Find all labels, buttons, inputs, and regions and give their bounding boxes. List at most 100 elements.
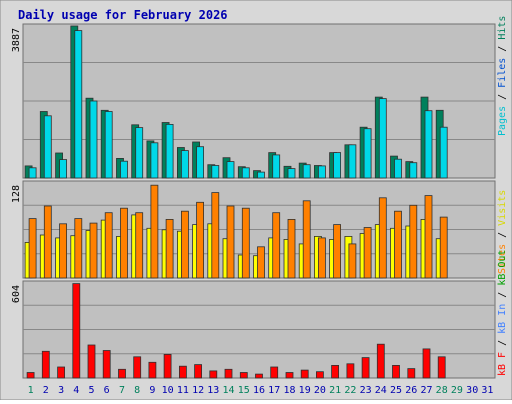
bar-hits-day-26 [409, 162, 418, 179]
bar-hits-day-3 [59, 159, 67, 179]
bar-kbytes-day-14 [224, 368, 233, 379]
bar-kbytes-day-25 [392, 364, 400, 379]
bar-hits-day-28 [439, 126, 448, 179]
bar-sites-day-23 [363, 227, 372, 279]
panel-2: 128 Sites / Visits [11, 180, 508, 279]
bar-sites-day-24 [378, 197, 387, 279]
bar-hits-day-19 [302, 164, 311, 179]
y-max-label: 128 [11, 185, 22, 203]
bar-hits-day-27 [424, 110, 433, 179]
bar-hits-day-25 [394, 158, 402, 179]
bar-hits-day-20 [317, 165, 326, 179]
bar-sites-day-1 [28, 218, 37, 279]
legend-part: / [497, 226, 508, 244]
x-tick-day-15: 15 [238, 385, 250, 396]
bar-sites-day-21 [333, 224, 342, 279]
x-tick-day-27: 27 [420, 385, 432, 396]
x-tick-day-11: 11 [177, 385, 189, 396]
x-tick-day-20: 20 [314, 385, 326, 396]
bar-kbytes-day-10 [163, 353, 172, 379]
bar-hits-day-1 [28, 167, 37, 179]
x-tick-day-12: 12 [192, 385, 204, 396]
bar-sites-day-4 [74, 218, 83, 279]
bar-kbytes-day-20 [315, 371, 324, 379]
bar-hits-day-22 [348, 144, 357, 179]
bar-sites-day-28 [439, 216, 448, 279]
bar-hits-day-5 [89, 100, 98, 179]
bar-kbytes-day-16 [255, 373, 263, 379]
x-tick-day-2: 2 [43, 385, 49, 396]
legend-part: Pages [497, 106, 508, 136]
bar-hits-day-7 [120, 160, 128, 179]
panel-legend: Sites / Visits [497, 190, 508, 274]
bar-kbytes-day-26 [407, 368, 416, 379]
bar-sites-day-25 [394, 210, 402, 279]
bar-sites-day-15 [241, 207, 250, 279]
panel-legend: kB F / kB In / kB Out [497, 250, 508, 376]
bar-kbytes-day-1 [26, 372, 35, 379]
bar-kbytes-day-6 [102, 350, 111, 379]
x-tick-day-9: 9 [149, 385, 155, 396]
bar-hits-day-8 [135, 127, 144, 179]
bar-sites-day-6 [104, 212, 113, 279]
bar-hits-day-15 [241, 167, 250, 179]
bar-hits-day-10 [165, 124, 174, 179]
bar-sites-day-9 [150, 184, 159, 279]
bar-kbytes-day-23 [361, 357, 370, 379]
bar-kbytes-day-9 [148, 361, 157, 379]
x-tick-day-19: 19 [299, 385, 311, 396]
x-tick-day-4: 4 [73, 385, 79, 396]
bar-hits-day-6 [104, 111, 113, 179]
x-tick-day-6: 6 [104, 385, 110, 396]
x-tick-day-30: 30 [466, 385, 478, 396]
legend-part: Hits [497, 16, 508, 40]
bar-sites-day-18 [287, 218, 296, 279]
bar-kbytes-day-19 [300, 369, 309, 379]
bar-sites-day-27 [424, 195, 433, 279]
bar-sites-day-5 [89, 222, 98, 279]
bar-hits-day-17 [272, 154, 281, 179]
y-max-label: 604 [11, 285, 22, 303]
bar-kbytes-day-22 [346, 363, 355, 379]
x-tick-day-26: 26 [405, 385, 417, 396]
y-max-label: 3887 [11, 28, 22, 52]
bar-kbytes-day-13 [209, 370, 218, 379]
panel-3: 604 kB F / kB In / kB Out [11, 250, 508, 379]
bar-sites-day-26 [409, 204, 418, 279]
bar-sites-day-7 [120, 207, 128, 279]
bar-kbytes-day-5 [87, 344, 96, 379]
bar-hits-day-12 [196, 146, 205, 179]
bar-sites-day-3 [59, 223, 67, 279]
x-tick-day-3: 3 [58, 385, 64, 396]
bar-sites-day-2 [43, 205, 52, 279]
bar-kbytes-day-12 [194, 364, 203, 379]
bar-sites-day-17 [272, 212, 281, 279]
bar-hits-day-23 [363, 128, 372, 179]
x-tick-day-1: 1 [28, 385, 34, 396]
legend-part: / [497, 40, 508, 58]
bar-hits-day-13 [211, 165, 220, 179]
x-tick-day-24: 24 [375, 385, 387, 396]
legend-part: Files [497, 58, 508, 88]
bar-kbytes-day-24 [376, 343, 385, 379]
bar-hits-day-24 [378, 98, 387, 179]
bar-hits-day-4 [74, 30, 83, 179]
bar-hits-day-2 [43, 115, 52, 179]
bar-kbytes-day-28 [437, 356, 446, 379]
bar-hits-day-14 [226, 161, 235, 179]
bar-kbytes-day-2 [41, 350, 50, 379]
x-tick-day-22: 22 [344, 385, 356, 396]
x-tick-day-21: 21 [329, 385, 341, 396]
bar-kbytes-day-7 [118, 368, 126, 379]
x-tick-day-14: 14 [222, 385, 234, 396]
bar-hits-day-18 [287, 168, 296, 179]
bar-kbytes-day-3 [57, 366, 65, 379]
bar-kbytes-day-8 [133, 356, 142, 379]
x-tick-day-18: 18 [283, 385, 295, 396]
bar-kbytes-day-21 [331, 364, 340, 379]
legend-part: kB Out [497, 250, 508, 286]
legend-part: / [497, 88, 508, 106]
bar-sites-day-20 [317, 237, 326, 279]
